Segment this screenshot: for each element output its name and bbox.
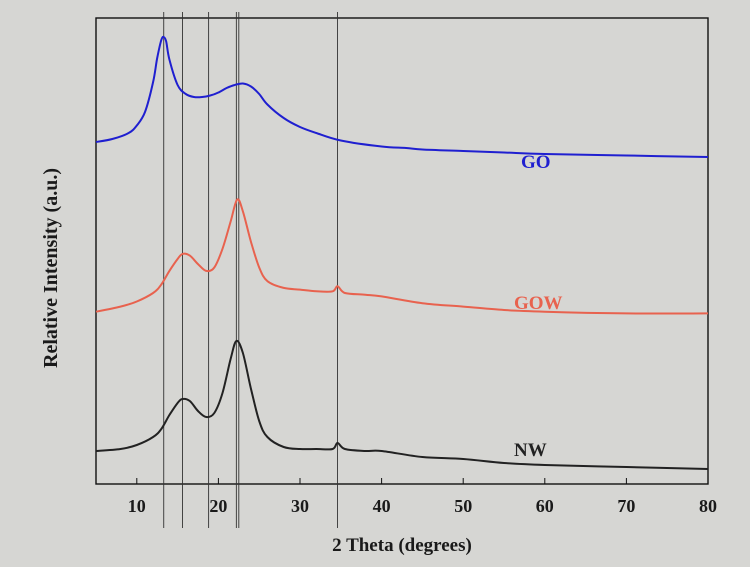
x-tick-label: 10 xyxy=(128,496,146,516)
series-line-nw xyxy=(95,339,709,470)
series-label-nw: NW xyxy=(514,440,547,461)
x-tick-label: 70 xyxy=(617,496,635,516)
y-axis-label: Relative Intensity (a.u.) xyxy=(40,168,62,368)
x-tick-label: 40 xyxy=(373,496,391,516)
series-label-go: GO xyxy=(521,152,551,173)
series-curves xyxy=(95,35,709,470)
x-tick-label: 20 xyxy=(209,496,227,516)
plot-frame xyxy=(95,17,709,485)
series-line-gow xyxy=(95,198,709,315)
x-tick-label: 60 xyxy=(536,496,554,516)
reference-lines xyxy=(163,12,338,528)
x-axis: 10 20 30 40 50 60 70 80 xyxy=(128,478,717,516)
x-axis-label: 2 Theta (degrees) xyxy=(332,535,472,556)
x-tick-label: 50 xyxy=(454,496,472,516)
x-tick-label: 80 xyxy=(699,496,717,516)
series-labels: GO GOW NW xyxy=(514,152,563,461)
series-line-go xyxy=(95,35,709,158)
x-tick-label: 30 xyxy=(291,496,309,516)
series-label-gow: GOW xyxy=(514,293,563,314)
